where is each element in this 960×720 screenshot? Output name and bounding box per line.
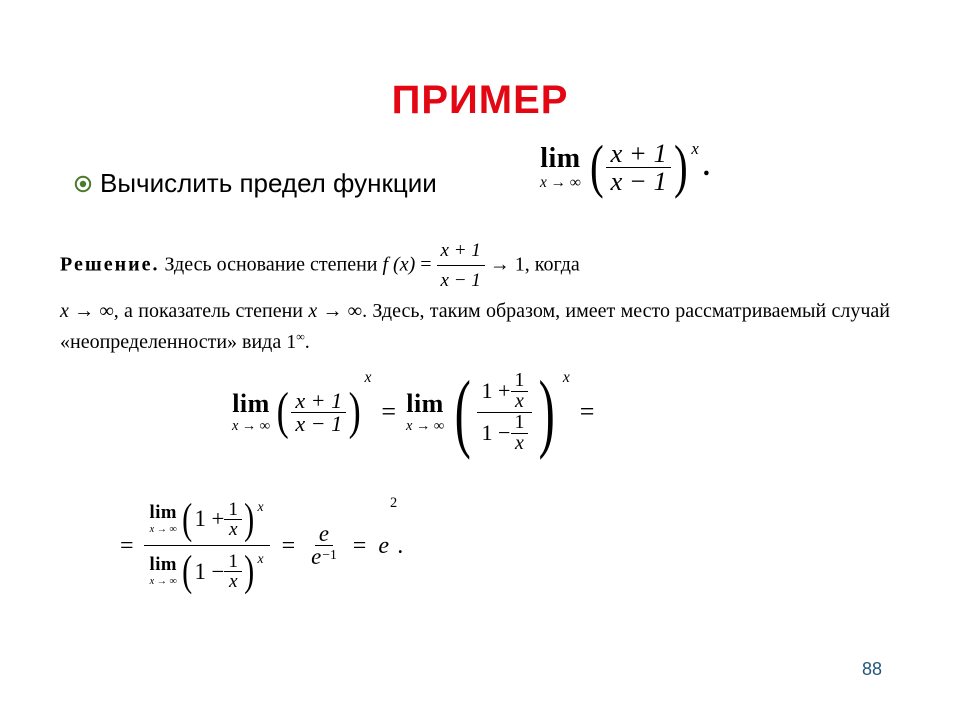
solution-label: Решение. [60,254,160,276]
inline-limit-formula: lim x → ∞ ( x + 1 x − 1 ) x . [540,138,710,197]
bullet-text: Вычислить предел функции [100,168,437,199]
slide: ПРИМЕР Вычислить предел функции lim x → … [0,0,960,720]
equation-line-1: lim x → ∞ ( x + 1 x − 1 ) x = lim x → ∞ [232,368,604,456]
bullet-row: Вычислить предел функции [74,168,437,199]
slide-title: ПРИМЕР [0,78,960,123]
target-bullet-icon [74,175,92,193]
lim-symbol: lim x → ∞ [540,145,581,190]
page-number: 88 [862,659,882,680]
solution-text: Решение. Здесь основание степени f (x) =… [60,236,890,358]
equation-line-2: = lim x → ∞ ( 1 + 1 x [120,494,403,598]
